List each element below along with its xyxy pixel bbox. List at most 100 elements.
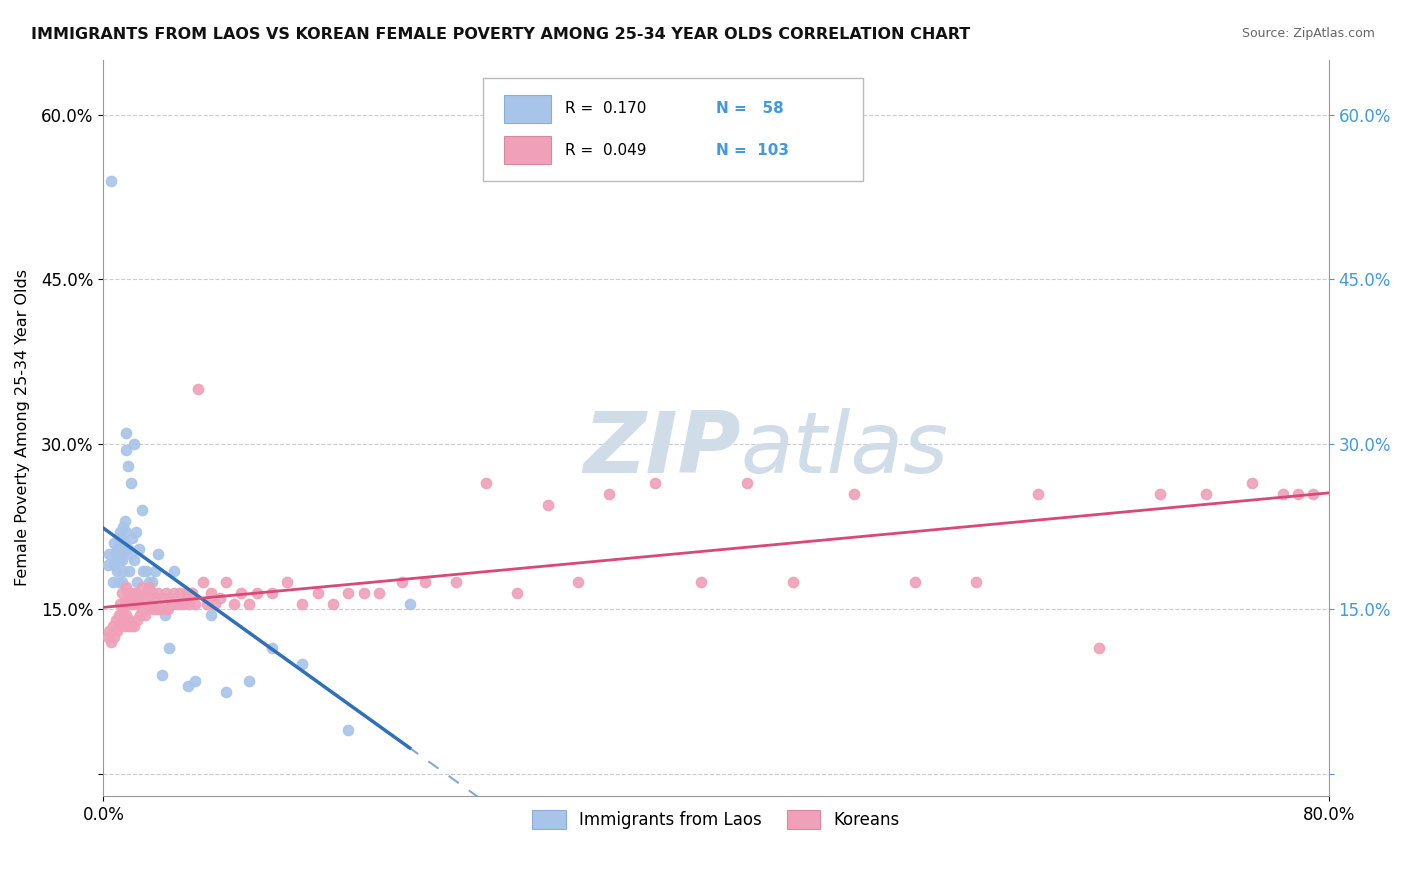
Point [181,585,204,599]
Point [111,536,134,550]
Point [644,475,666,490]
Point [689,574,711,589]
Point [1195,487,1218,501]
Point [132,564,155,578]
Point [1302,487,1324,501]
Point [103,558,125,573]
Point [842,487,865,501]
Point [117,585,139,599]
Text: R =  0.049: R = 0.049 [565,143,647,158]
Point [117,618,139,632]
Point [150,668,173,682]
Point [260,585,283,599]
Point [204,597,226,611]
Point [103,630,125,644]
Point [131,602,153,616]
Point [108,547,131,561]
Point [125,574,148,589]
Point [245,585,267,599]
Point [307,585,329,599]
Point [1088,640,1111,655]
Y-axis label: Female Poverty Among 25-34 Year Olds: Female Poverty Among 25-34 Year Olds [15,269,30,586]
Point [125,597,148,611]
Point [1149,487,1171,501]
Point [103,536,125,550]
Point [735,475,758,490]
Point [1271,487,1294,501]
Point [100,635,122,649]
Point [187,383,209,397]
Point [120,475,142,490]
Point [153,602,176,616]
Point [215,684,238,698]
Point [169,597,191,611]
Point [125,613,148,627]
Point [782,574,804,589]
Point [107,531,129,545]
Bar [505,95,551,123]
Point [108,525,131,540]
Point [215,574,238,589]
Point [107,574,129,589]
Point [101,574,124,589]
Point [238,597,260,611]
Point [398,597,420,611]
Point [179,597,201,611]
Point [114,514,136,528]
Point [184,597,207,611]
Point [208,591,231,606]
Point [121,585,143,599]
Point [174,585,197,599]
Text: Source: ZipAtlas.com: Source: ZipAtlas.com [1241,27,1375,40]
Point [139,597,162,611]
Text: N =  103: N = 103 [716,143,789,158]
Point [107,553,129,567]
Text: R =  0.170: R = 0.170 [565,102,647,117]
Point [107,618,129,632]
Point [598,487,620,501]
Point [904,574,927,589]
Point [114,597,136,611]
Point [1026,487,1049,501]
FancyBboxPatch shape [484,78,863,181]
Point [368,585,391,599]
Point [122,437,145,451]
Point [322,597,344,611]
Point [124,585,146,599]
Point [353,585,375,599]
Point [108,597,131,611]
Point [115,442,138,457]
Point [475,475,498,490]
Point [138,580,160,594]
Point [115,580,138,594]
Point [222,597,245,611]
Point [128,541,150,556]
Point [142,602,165,616]
Point [506,585,529,599]
Point [105,541,128,556]
Point [120,618,142,632]
Point [115,525,138,540]
Point [97,558,120,573]
Text: ZIP: ZIP [583,409,741,491]
Point [166,597,188,611]
Point [118,591,141,606]
Point [135,564,157,578]
Point [98,624,121,639]
Point [117,541,139,556]
Point [104,613,127,627]
Point [111,607,134,622]
Point [112,541,135,556]
Point [128,591,150,606]
Point [150,591,173,606]
Point [141,585,163,599]
Point [97,630,120,644]
Point [176,679,198,693]
Point [155,585,177,599]
Point [291,597,314,611]
Point [105,624,128,639]
Point [111,574,134,589]
Point [1286,487,1309,501]
Point [200,607,222,622]
Point [163,585,186,599]
